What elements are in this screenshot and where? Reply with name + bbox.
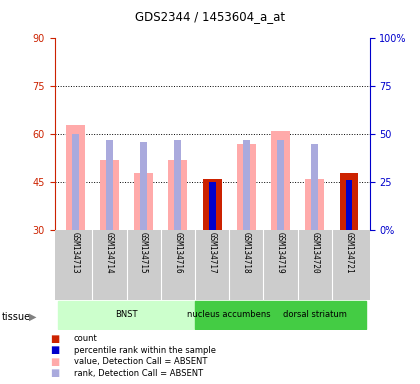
FancyBboxPatch shape [263,301,366,329]
Bar [271,131,290,230]
Bar [311,144,318,230]
Bar [346,180,352,230]
Text: nucleus accumbens: nucleus accumbens [187,310,271,319]
Text: GSM134715: GSM134715 [139,232,148,274]
Text: ■: ■ [50,345,60,355]
Bar [209,182,215,230]
Bar [174,140,181,230]
Text: GSM134717: GSM134717 [207,232,217,274]
Bar [277,140,284,230]
Text: percentile rank within the sample: percentile rank within the sample [74,346,215,355]
Bar [340,173,359,230]
Text: BNST: BNST [115,310,138,319]
Text: GSM134716: GSM134716 [173,232,182,274]
Text: ■: ■ [50,334,60,344]
Bar [140,142,147,230]
Text: dorsal striatum: dorsal striatum [283,310,347,319]
Text: GSM134721: GSM134721 [344,232,354,274]
Bar [168,160,187,230]
Bar [72,134,79,230]
Bar [106,140,113,230]
FancyBboxPatch shape [58,301,195,329]
Bar [305,179,324,230]
Bar [237,144,256,230]
Text: ■: ■ [50,368,60,378]
Text: rank, Detection Call = ABSENT: rank, Detection Call = ABSENT [74,369,202,378]
Text: value, Detection Call = ABSENT: value, Detection Call = ABSENT [74,357,207,366]
Text: GSM134714: GSM134714 [105,232,114,274]
Text: GSM134720: GSM134720 [310,232,319,274]
Text: count: count [74,334,97,343]
Bar [203,179,221,230]
Text: ■: ■ [50,357,60,367]
Text: GSM134718: GSM134718 [242,232,251,274]
Text: GSM134719: GSM134719 [276,232,285,274]
Text: GDS2344 / 1453604_a_at: GDS2344 / 1453604_a_at [135,10,285,23]
Text: tissue: tissue [2,312,31,322]
Bar [100,160,119,230]
Text: ▶: ▶ [29,312,36,322]
Text: GSM134713: GSM134713 [71,232,80,274]
FancyBboxPatch shape [195,301,263,329]
Bar [243,140,250,230]
Bar [134,173,153,230]
Bar [66,125,84,230]
